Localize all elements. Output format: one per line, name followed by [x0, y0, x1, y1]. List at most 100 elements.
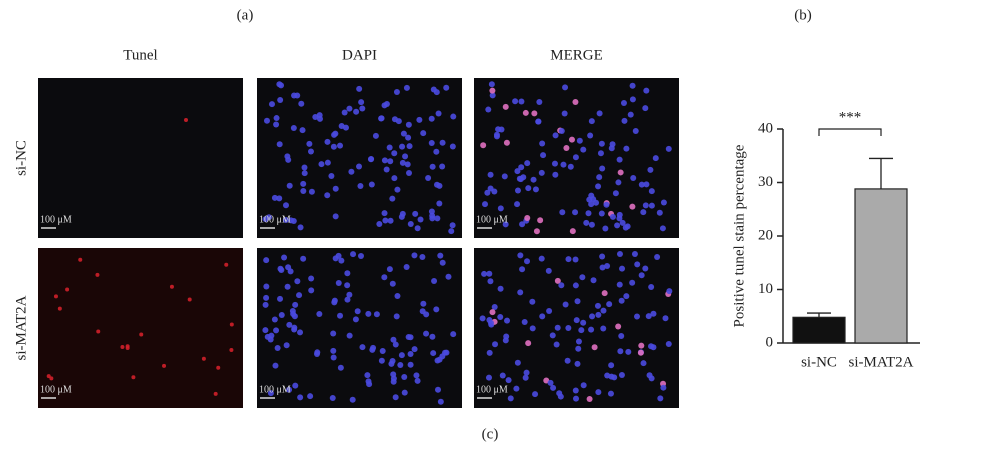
cell: [643, 88, 649, 94]
column-header: Tunel: [123, 47, 157, 63]
cell: [376, 221, 382, 227]
cell: [595, 389, 601, 395]
cell: [666, 341, 672, 347]
cell: [550, 385, 556, 391]
panel-label: (c): [482, 426, 499, 442]
cell: [524, 160, 530, 166]
cell: [481, 271, 487, 277]
cell: [353, 316, 359, 322]
cell: [634, 313, 640, 319]
cell: [555, 325, 561, 331]
cell: [563, 301, 569, 307]
cell: [392, 116, 398, 122]
cell: [517, 252, 523, 258]
cell: [359, 344, 365, 350]
cell: [292, 383, 298, 389]
cell: [536, 99, 542, 105]
cell: [619, 298, 625, 304]
cell: [281, 254, 287, 260]
cell: [408, 362, 414, 368]
cell: [399, 214, 405, 220]
cell: [297, 329, 303, 335]
cell: [356, 86, 362, 92]
cell: [531, 110, 537, 116]
cell: [390, 281, 396, 287]
cell: [331, 299, 337, 305]
cell: [654, 254, 660, 260]
cell: [617, 282, 623, 288]
cell: [331, 144, 337, 150]
cell: [629, 280, 635, 286]
cell: [597, 110, 603, 116]
cell: [502, 173, 508, 179]
cell: [487, 350, 493, 356]
cell: [268, 336, 274, 342]
cell: [357, 183, 363, 189]
cell: [581, 382, 587, 388]
cell: [661, 200, 667, 206]
cell: [556, 390, 562, 396]
cell: [433, 306, 439, 312]
cell: [284, 342, 290, 348]
cell: [393, 394, 399, 400]
cell: [214, 392, 218, 396]
cell: [629, 204, 635, 210]
cell: [374, 311, 380, 317]
cell: [262, 327, 268, 333]
cell: [350, 397, 356, 403]
cell: [621, 118, 627, 124]
cell: [394, 313, 400, 319]
cell: [298, 101, 304, 107]
cell: [617, 251, 623, 257]
cell: [587, 133, 593, 139]
cell: [364, 372, 370, 378]
cell: [552, 172, 558, 178]
cell: [649, 203, 655, 209]
cell: [495, 126, 501, 132]
cell: [518, 164, 524, 170]
cell: [592, 344, 598, 350]
cell: [539, 256, 545, 262]
cell: [558, 282, 564, 288]
cell: [307, 393, 313, 399]
cell: [600, 326, 606, 332]
cell: [274, 115, 280, 121]
cell: [366, 378, 372, 384]
cell: [415, 378, 421, 384]
cell: [382, 157, 388, 163]
bar: [855, 189, 907, 343]
cell: [619, 266, 625, 272]
cell: [515, 188, 521, 194]
cell: [298, 224, 304, 230]
cell: [572, 209, 578, 215]
cell: [404, 264, 410, 270]
cell: [346, 292, 352, 298]
cell: [504, 140, 510, 146]
cell: [443, 85, 449, 91]
cell: [602, 225, 608, 231]
cell: [514, 201, 520, 207]
panel-label: (a): [237, 7, 254, 23]
cell: [336, 280, 342, 286]
cell: [641, 360, 647, 366]
cell: [497, 314, 503, 320]
cell: [263, 302, 269, 308]
cell: [615, 323, 621, 329]
cell: [263, 295, 269, 301]
cell: [184, 118, 188, 122]
cell: [368, 156, 374, 162]
cell: [614, 222, 620, 228]
cell: [350, 251, 356, 257]
cell: [296, 292, 302, 298]
cell: [573, 154, 579, 160]
cell: [570, 228, 576, 234]
cell: [297, 394, 303, 400]
cell: [440, 140, 446, 146]
cell: [575, 298, 581, 304]
cell: [639, 182, 645, 188]
cell: [559, 128, 565, 134]
cell: [387, 145, 393, 151]
cell: [436, 111, 442, 117]
cell: [279, 312, 285, 318]
cell: [489, 309, 495, 315]
